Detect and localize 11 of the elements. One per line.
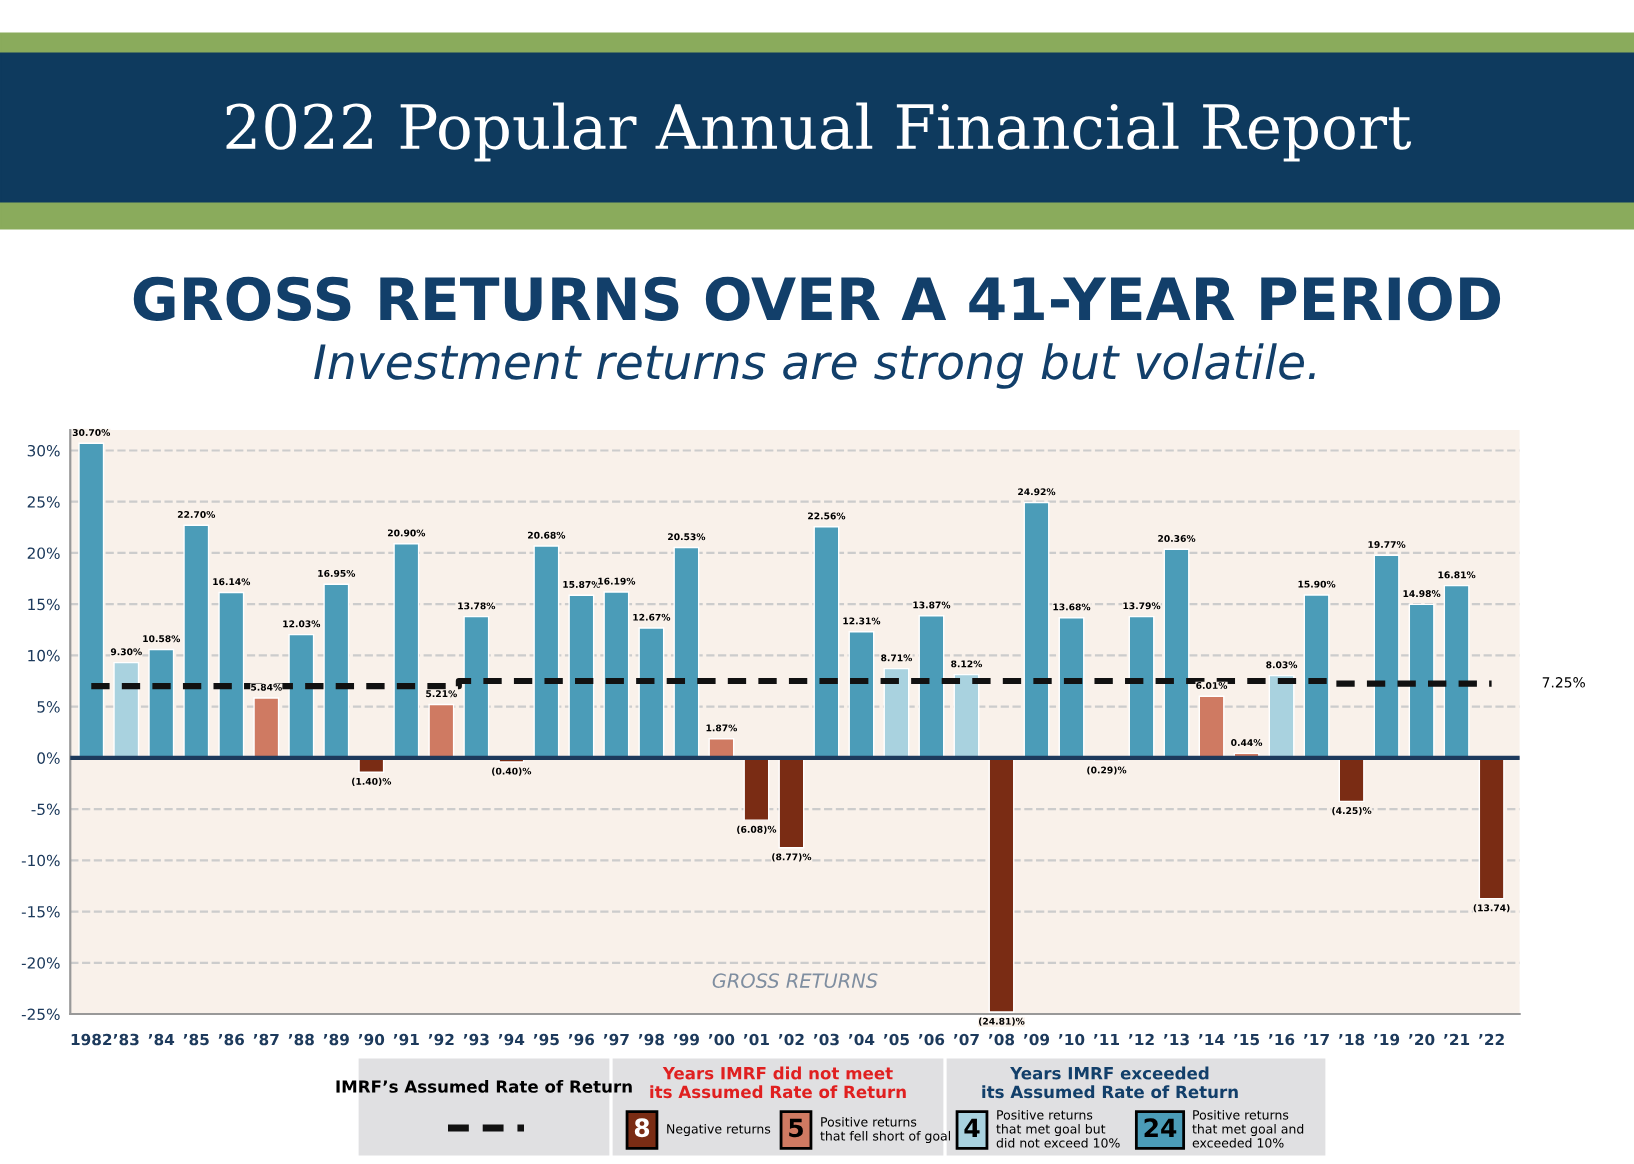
text: Investment returns are strong but volatile. <box>314 343 1315 389</box>
text: Years IMRF did not meet its Assumed Rate of Return <box>650 1066 906 1099</box>
annotation: GROSS RETURNS <box>712 973 878 988</box>
text: IMRF’s Assumed Rate of Return <box>336 1079 632 1093</box>
chart-title: 2022 Popular Annual Financial Report <box>226 102 1412 162</box>
text: Years IMRF exceeded its Assumed Rate of Return <box>982 1066 1238 1099</box>
text: 4 <box>964 1118 980 1137</box>
text: 5 <box>789 1118 803 1138</box>
chart-subtitle: GROSS RETURNS OVER A 41-YEAR PERIOD <box>133 276 1501 321</box>
text: 24 <box>1144 1118 1177 1137</box>
text: 8 <box>634 1118 650 1138</box>
